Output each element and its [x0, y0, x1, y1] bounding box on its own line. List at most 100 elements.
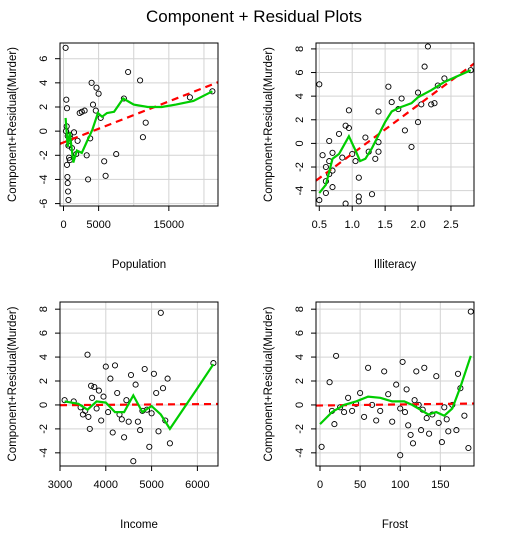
- data-point: [355, 198, 362, 205]
- x-tick-label: 3000: [48, 479, 72, 491]
- data-point: [431, 100, 438, 107]
- y-tick-label: -2: [294, 162, 306, 172]
- data-point: [98, 417, 105, 424]
- data-point: [355, 193, 362, 200]
- data-point: [389, 418, 396, 425]
- data-point: [111, 362, 119, 369]
- data-point: [92, 107, 99, 114]
- data-point: [125, 418, 132, 425]
- data-point: [345, 394, 352, 401]
- data-point: [407, 431, 414, 438]
- data-point: [409, 440, 417, 447]
- plot-frame: [315, 301, 475, 467]
- data-point: [349, 150, 356, 158]
- y-tick-label: 6: [38, 56, 50, 62]
- x-tick-label: 4000: [94, 479, 118, 491]
- data-point: [93, 405, 100, 412]
- data-point: [345, 124, 352, 132]
- data-point: [95, 90, 102, 97]
- data-point: [333, 352, 340, 359]
- data-point: [85, 176, 92, 183]
- data-point: [91, 383, 98, 391]
- data-point: [186, 94, 193, 101]
- data-point: [319, 152, 326, 159]
- y-tick-label: 8: [38, 306, 50, 312]
- linear-fit-line: [59, 81, 219, 145]
- data-point: [342, 200, 349, 207]
- x-axis-label: Population: [112, 259, 166, 271]
- data-point: [326, 137, 333, 145]
- data-point: [467, 308, 474, 315]
- y-tick-label: 6: [294, 330, 306, 336]
- x-tick-label: 2.5: [443, 219, 458, 231]
- data-point: [113, 151, 120, 158]
- x-tick-label: 5000: [139, 479, 163, 491]
- data-point: [397, 452, 404, 459]
- data-point: [428, 101, 435, 108]
- data-point: [398, 95, 405, 102]
- y-tick-label: -4: [38, 448, 50, 458]
- data-point: [355, 174, 362, 181]
- data-point: [166, 440, 173, 447]
- data-point: [95, 387, 102, 394]
- data-point: [454, 370, 462, 377]
- x-axis-label: Frost: [382, 519, 409, 531]
- x-tick-label: 15000: [154, 219, 185, 231]
- y-tick-label: 8: [294, 46, 306, 52]
- data-point: [368, 191, 376, 198]
- data-point: [114, 389, 121, 397]
- data-point: [443, 416, 450, 423]
- data-point: [65, 196, 72, 204]
- data-point: [125, 68, 132, 76]
- y-tick-label: 2: [38, 104, 50, 110]
- y-axis-label: Component+Residual(Murder): [263, 47, 275, 202]
- y-tick-label: 0: [38, 128, 50, 134]
- x-tick-label: 0.5: [312, 219, 327, 231]
- data-point: [123, 397, 130, 404]
- data-point: [345, 107, 352, 114]
- data-point: [101, 158, 108, 165]
- data-point: [120, 95, 127, 102]
- y-tick-label: 8: [294, 306, 306, 312]
- data-point: [141, 365, 148, 373]
- data-point: [418, 101, 425, 108]
- data-point: [132, 381, 139, 388]
- x-tick-label: 50: [354, 479, 366, 491]
- data-point: [397, 405, 404, 412]
- y-tick-label: -2: [38, 150, 50, 160]
- data-point: [164, 375, 171, 382]
- y-tick-label: 2: [294, 378, 306, 384]
- data-point: [121, 434, 128, 441]
- y-tick-label: 0: [294, 140, 306, 146]
- y-tick-label: 2: [294, 117, 306, 123]
- x-tick-label: 100: [391, 479, 409, 491]
- x-tick-label: 0: [317, 479, 323, 491]
- data-point: [453, 427, 460, 434]
- data-point: [134, 418, 141, 425]
- data-point: [70, 129, 78, 136]
- data-point: [357, 389, 364, 397]
- data-point: [62, 44, 69, 51]
- data-point: [316, 81, 323, 88]
- data-point: [401, 127, 408, 134]
- data-point: [418, 427, 425, 434]
- data-point: [84, 351, 91, 358]
- y-tick-label: 0: [294, 402, 306, 408]
- data-point: [388, 99, 395, 106]
- y-tick-label: 4: [38, 354, 50, 360]
- data-point: [159, 385, 167, 392]
- smooth-line: [64, 90, 213, 163]
- data-point: [393, 381, 400, 388]
- data-point: [441, 404, 448, 411]
- data-point: [322, 189, 329, 197]
- data-point: [405, 422, 412, 429]
- data-point: [365, 364, 372, 371]
- data-point: [81, 107, 88, 114]
- x-tick-label: 1.5: [377, 219, 392, 231]
- data-point: [421, 63, 428, 70]
- data-point: [414, 89, 422, 96]
- data-point: [445, 428, 452, 435]
- smooth-line: [64, 363, 215, 431]
- data-point: [414, 119, 422, 126]
